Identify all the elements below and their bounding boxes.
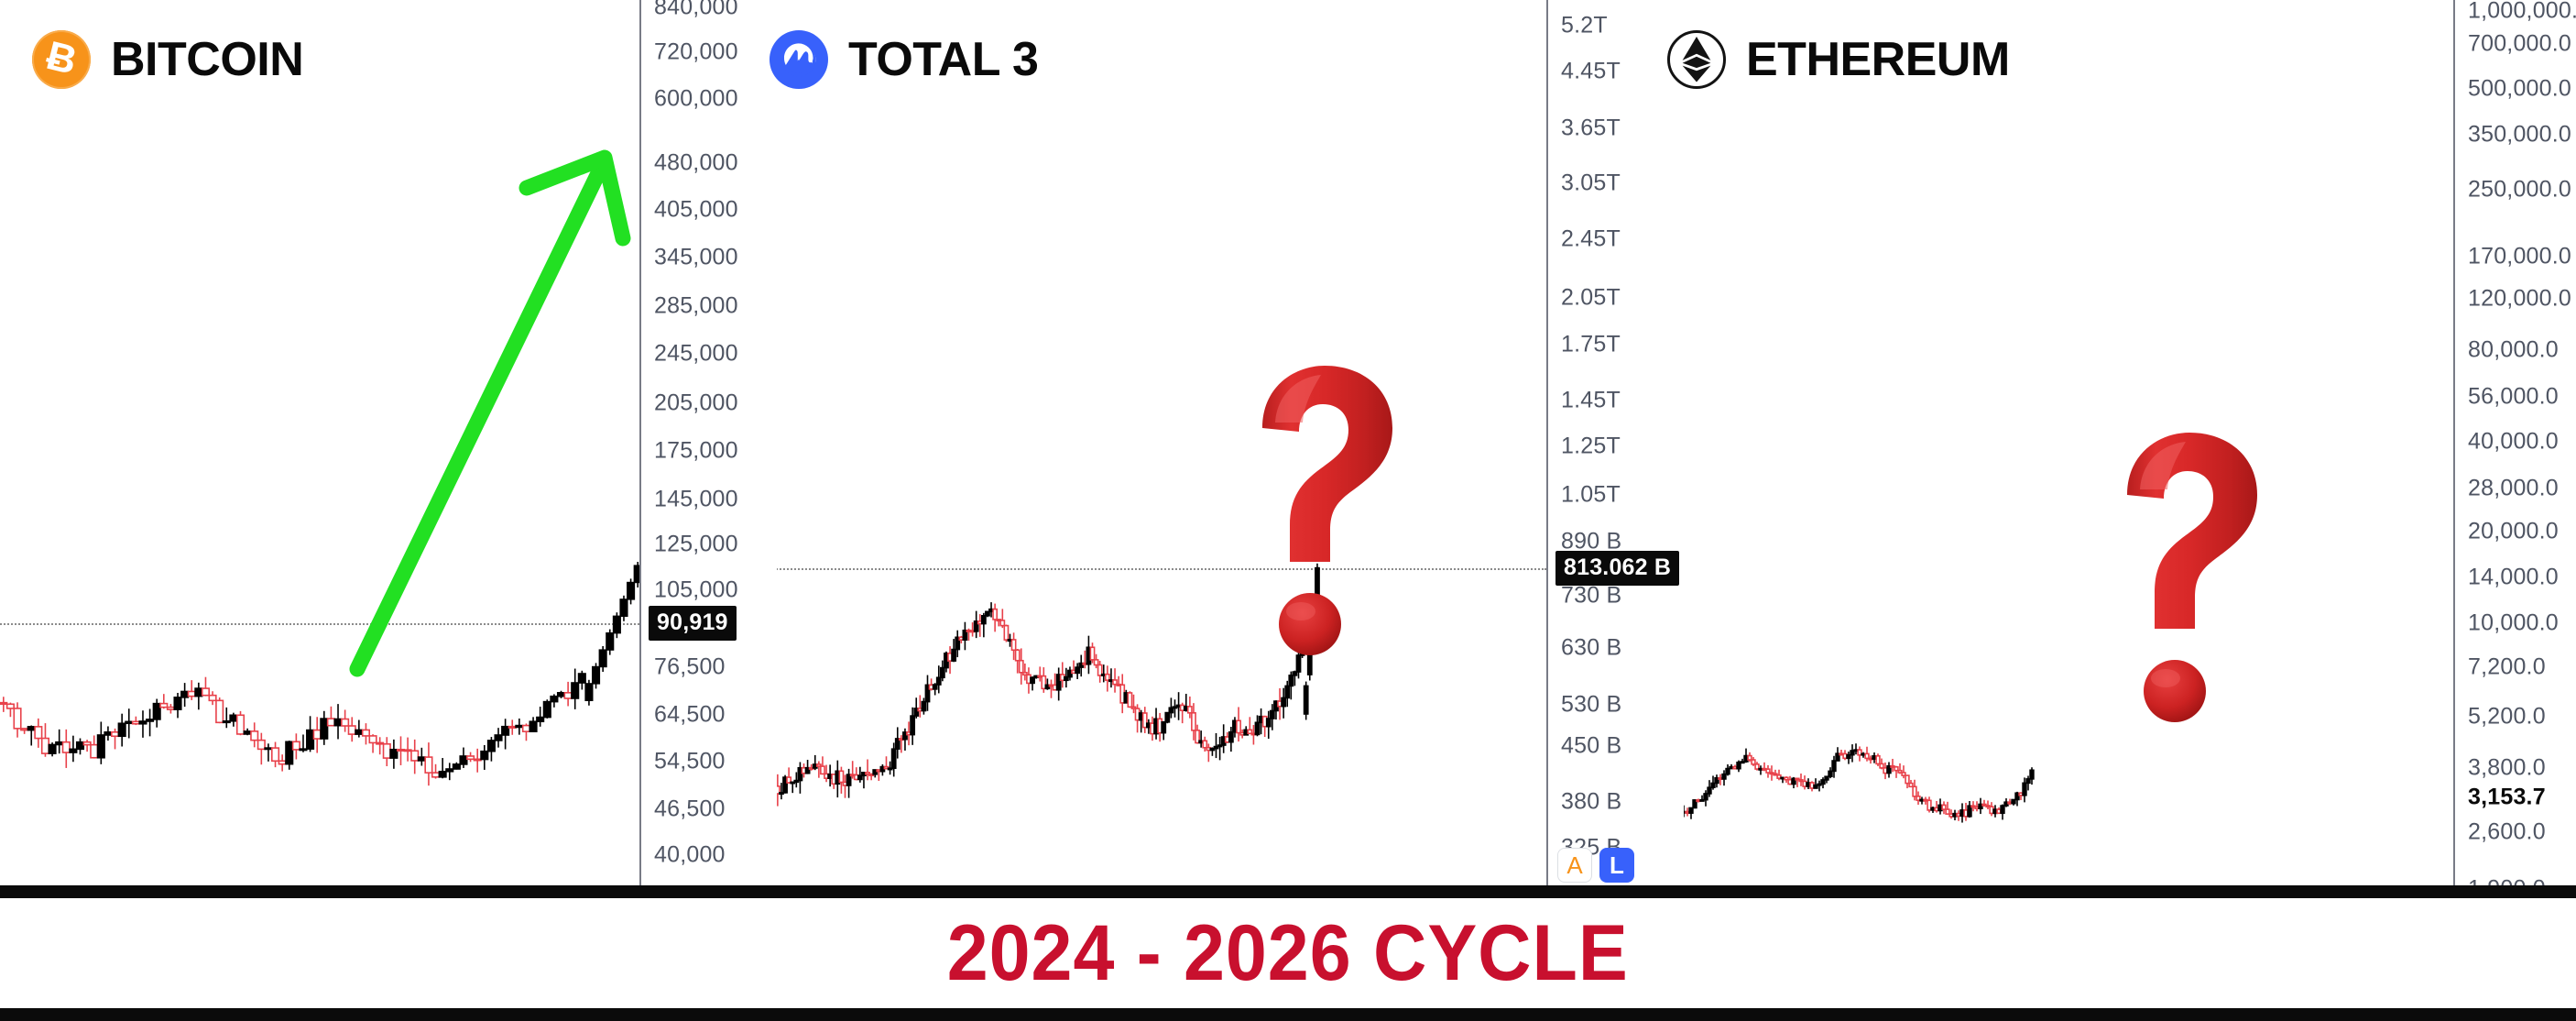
price-tick-btc: 285,000 bbox=[654, 292, 738, 319]
price-tick-eth: 80,000.0 bbox=[2468, 336, 2559, 363]
current-price-line-total3 bbox=[641, 568, 1546, 570]
price-tick-eth: 14,000.0 bbox=[2468, 564, 2559, 590]
current-price-label-eth: 3,153.7 bbox=[2468, 784, 2546, 810]
brand-header-total3: TOTAL 3 bbox=[770, 30, 1039, 89]
price-tick-total3: 2.05T bbox=[1561, 284, 1621, 311]
price-tick-total3: 1.25T bbox=[1561, 433, 1621, 459]
asset-name-total3: TOTAL 3 bbox=[848, 33, 1039, 86]
price-tick-total3: 1.75T bbox=[1561, 331, 1621, 357]
price-tick-total3: 4.45T bbox=[1561, 58, 1621, 84]
red-question-mark-ethereum bbox=[2127, 433, 2257, 722]
price-tick-btc: 76,500 bbox=[654, 653, 726, 680]
cycle-banner-text: 2024 - 2026 CYCLE bbox=[947, 909, 1629, 997]
price-tick-btc: 600,000 bbox=[654, 85, 738, 112]
price-tick-total3: 5.2T bbox=[1561, 12, 1608, 38]
asset-name-bitcoin: BITCOIN bbox=[111, 33, 304, 86]
price-scale-ethereum[interactable]: 1,000,000.0 700,000.0 500,000.0 350,000.0 25… bbox=[2453, 0, 2576, 885]
price-tick-btc: 840,000 bbox=[654, 0, 738, 20]
current-price-label-btc: 90,919 bbox=[649, 606, 737, 641]
current-price-line-bitcoin bbox=[0, 623, 639, 625]
asset-name-ethereum: ETHEREUM bbox=[1746, 33, 2010, 86]
price-tick-btc: 245,000 bbox=[654, 340, 738, 367]
charts-container: Ƀ BITCOIN 840,000 720,000 600,000 480,000 40… bbox=[0, 0, 2576, 885]
green-up-arrow-annotation bbox=[349, 149, 631, 677]
ethereum-logo-icon bbox=[1667, 30, 1726, 89]
price-tick-btc: 480,000 bbox=[654, 149, 738, 176]
chart-panel-ethereum[interactable] bbox=[1557, 0, 2576, 885]
price-tick-btc: 145,000 bbox=[654, 486, 738, 512]
chart-panel-total3[interactable] bbox=[641, 0, 1557, 885]
price-tick-btc: 205,000 bbox=[654, 390, 738, 416]
price-tick-eth: 1,900.0 bbox=[2468, 876, 2546, 886]
price-tick-total3: 730 B bbox=[1561, 582, 1622, 609]
price-tick-eth: 500,000.0 bbox=[2468, 75, 2572, 102]
price-tick-total3: 450 B bbox=[1561, 732, 1622, 759]
price-tick-eth: 5,200.0 bbox=[2468, 703, 2546, 730]
candlestick-series-bitcoin bbox=[0, 562, 641, 786]
auto-scale-button[interactable]: A bbox=[1557, 848, 1592, 883]
price-tick-btc: 105,000 bbox=[654, 576, 738, 603]
price-tick-eth: 20,000.0 bbox=[2468, 518, 2559, 544]
candlestick-series-total3 bbox=[659, 563, 1320, 864]
price-tick-eth: 2,600.0 bbox=[2468, 818, 2546, 845]
price-tick-total3: 630 B bbox=[1561, 634, 1622, 661]
price-tick-eth: 120,000.0 bbox=[2468, 285, 2572, 312]
price-tick-eth: 170,000.0 bbox=[2468, 243, 2572, 269]
axis-mode-buttons[interactable]: A L bbox=[1557, 848, 1634, 883]
price-tick-total3: 530 B bbox=[1561, 691, 1622, 718]
bitcoin-logo-icon: Ƀ bbox=[32, 30, 91, 89]
log-scale-button[interactable]: L bbox=[1599, 848, 1634, 883]
coinmarketcap-logo-icon bbox=[770, 30, 828, 89]
price-tick-total3: 3.65T bbox=[1561, 115, 1621, 141]
price-tick-btc: 345,000 bbox=[654, 244, 738, 270]
price-tick-eth: 7,200.0 bbox=[2468, 653, 2546, 680]
red-question-mark-total3 bbox=[1262, 366, 1392, 655]
price-tick-eth: 10,000.0 bbox=[2468, 609, 2559, 636]
price-tick-eth: 56,000.0 bbox=[2468, 383, 2559, 410]
cmc-glyph bbox=[781, 42, 816, 77]
price-tick-eth: 40,000.0 bbox=[2468, 428, 2559, 455]
price-tick-total3: 1.05T bbox=[1561, 481, 1621, 508]
price-tick-eth: 250,000.0 bbox=[2468, 176, 2572, 203]
price-tick-btc: 175,000 bbox=[654, 437, 738, 464]
price-tick-eth: 3,800.0 bbox=[2468, 754, 2546, 781]
price-tick-total3: 2.45T bbox=[1561, 225, 1621, 252]
price-scale-total3[interactable]: 5.2T 4.45T 3.65T 3.05T 2.45T 2.05T 1.75T 1.45T 1… bbox=[1546, 0, 1684, 885]
price-tick-eth: 700,000.0 bbox=[2468, 30, 2572, 57]
chart-panel-bitcoin[interactable] bbox=[0, 0, 641, 885]
price-scale-bitcoin[interactable]: 840,000 720,000 600,000 480,000 405,000 345,0… bbox=[639, 0, 777, 885]
price-tick-eth: 28,000.0 bbox=[2468, 475, 2559, 501]
price-tick-btc: 125,000 bbox=[654, 531, 738, 557]
price-tick-total3: 1.45T bbox=[1561, 387, 1621, 413]
price-tick-btc: 64,500 bbox=[654, 701, 726, 728]
price-tick-total3: 3.05T bbox=[1561, 170, 1621, 196]
price-tick-btc: 720,000 bbox=[654, 38, 738, 65]
current-price-label-total3: 813.062 B bbox=[1555, 551, 1680, 586]
price-tick-btc: 40,000 bbox=[654, 841, 726, 868]
brand-header-bitcoin: Ƀ BITCOIN bbox=[32, 30, 304, 89]
eth-diamond-glyph bbox=[1682, 37, 1711, 82]
bitcoin-logo-glyph: Ƀ bbox=[42, 32, 82, 84]
price-tick-eth: 1,000,000.0 bbox=[2468, 0, 2576, 24]
cycle-banner: 2024 - 2026 CYCLE bbox=[0, 885, 2576, 1021]
price-tick-total3: 890 B bbox=[1561, 528, 1622, 554]
candlestick-series-ethereum bbox=[1622, 743, 2035, 829]
price-tick-eth: 350,000.0 bbox=[2468, 121, 2572, 148]
price-tick-btc: 54,500 bbox=[654, 748, 726, 774]
price-tick-total3: 380 B bbox=[1561, 788, 1622, 815]
brand-header-ethereum: ETHEREUM bbox=[1667, 30, 2010, 89]
price-tick-btc: 46,500 bbox=[654, 796, 726, 822]
price-tick-btc: 405,000 bbox=[654, 196, 738, 223]
